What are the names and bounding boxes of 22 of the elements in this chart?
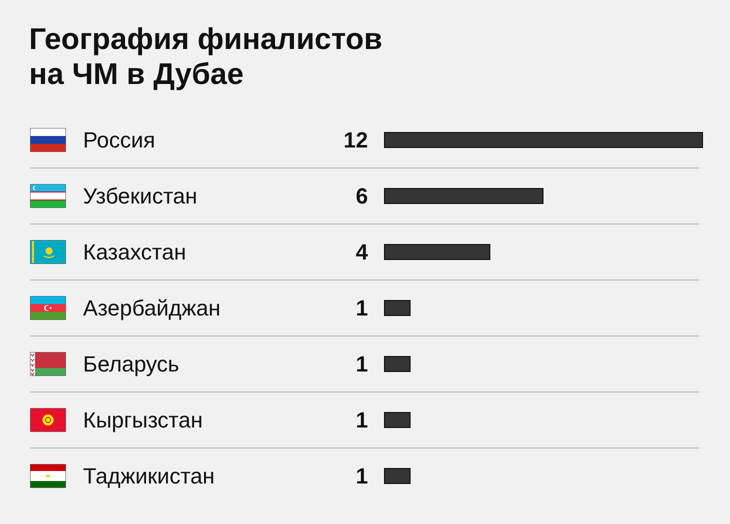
data-label: 4 (356, 240, 369, 264)
data-label: 1 (356, 408, 368, 432)
bar (384, 188, 544, 204)
bar (384, 300, 411, 316)
y-tick-label: Азербайджан (83, 296, 221, 320)
bar (384, 412, 411, 428)
data-label: 1 (356, 464, 368, 488)
y-tick-label: Узбекистан (83, 184, 198, 208)
y-tick-label: Беларусь (83, 352, 180, 376)
data-label: 1 (356, 352, 368, 376)
chart-title: География финалистов на ЧМ в Дубае (29, 22, 384, 92)
bar (384, 468, 411, 484)
data-label: 12 (344, 128, 368, 152)
data-label: 1 (356, 296, 368, 320)
y-tick-label: Россия (83, 128, 156, 152)
data-label: 6 (356, 184, 368, 208)
y-tick-label: Казахстан (83, 240, 186, 264)
y-tick-label: Кыргызстан (83, 408, 203, 432)
y-tick-label: Таджикистан (83, 464, 215, 488)
bar (384, 244, 490, 260)
bar (384, 356, 411, 372)
bar (384, 132, 703, 148)
